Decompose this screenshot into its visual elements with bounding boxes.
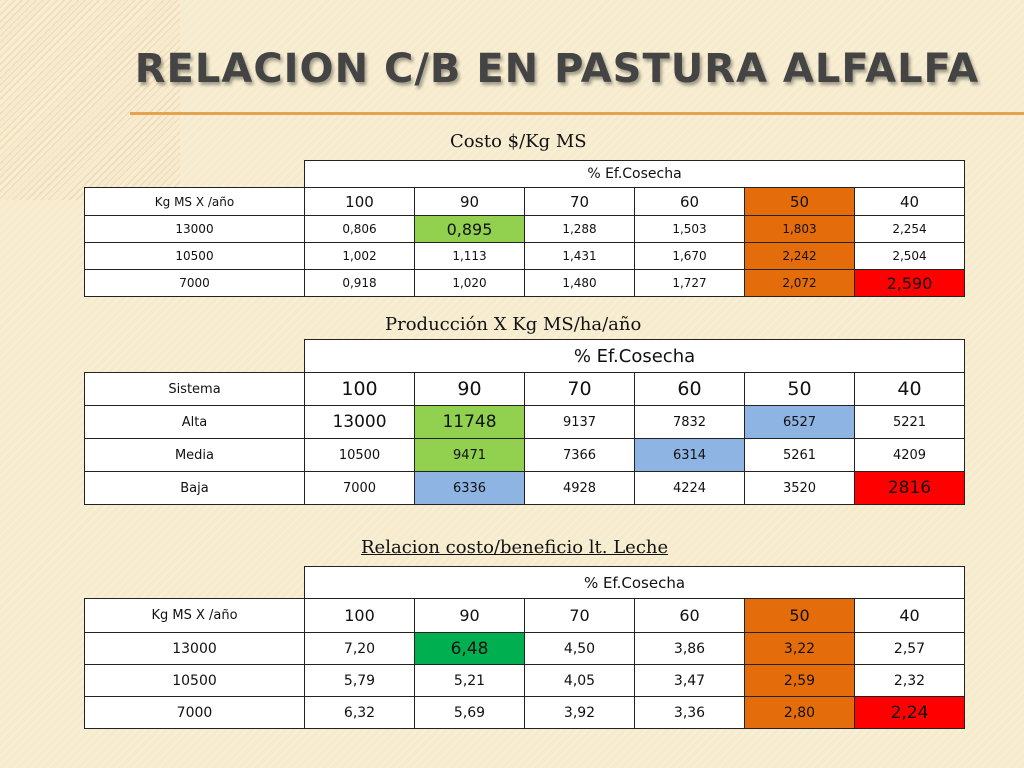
column-header: 70: [524, 598, 635, 633]
row-label: 7000: [84, 696, 305, 729]
slide-title: RELACION C/B EN PASTURA ALFALFA: [134, 46, 980, 92]
cost-table: % Ef.Cosecha Kg MS X /año 100 90 70 60 5…: [84, 160, 965, 297]
table-cell: 1,803: [744, 215, 855, 243]
table-cell: 2,80: [744, 696, 855, 729]
row-label: Alta: [84, 405, 305, 439]
table-cell: 4,50: [524, 632, 635, 665]
row-label: 7000: [84, 269, 305, 297]
row-label: Baja: [84, 471, 305, 505]
table-cell: 1,288: [524, 215, 635, 243]
column-header: 90: [414, 187, 525, 216]
table-cell: 7,20: [304, 632, 415, 665]
column-header: 90: [414, 598, 525, 633]
table-cell: 1,020: [414, 269, 525, 297]
column-header: 60: [634, 187, 745, 216]
table-cell: 5,69: [414, 696, 525, 729]
table-cell: 9471: [414, 438, 525, 472]
table-cell: 3,22: [744, 632, 855, 665]
table-cell: 7832: [634, 405, 745, 439]
column-header: 50: [744, 372, 855, 406]
blank-cell: [85, 340, 305, 373]
title-rule: [130, 112, 1024, 115]
table-cell: 2,59: [744, 664, 855, 697]
table-cell: 2,590: [854, 269, 965, 297]
column-header: 40: [854, 187, 965, 216]
table-cell: 9137: [524, 405, 635, 439]
table-cell: 2,242: [744, 242, 855, 270]
table-cell: 1,113: [414, 242, 525, 270]
table-cell: 1,431: [524, 242, 635, 270]
table-cell: 1,727: [634, 269, 745, 297]
table-cell: 10500: [304, 438, 415, 472]
table-cell: 5261: [744, 438, 855, 472]
table-cell: 5,21: [414, 664, 525, 697]
column-header: 60: [634, 372, 745, 406]
table-cell: 6,32: [304, 696, 415, 729]
table-cell: 1,002: [304, 242, 415, 270]
table-cell: 5,79: [304, 664, 415, 697]
row-label-header: Kg MS X /año: [84, 598, 305, 633]
table-cell: 6,48: [414, 632, 525, 665]
table-cell: 7000: [304, 471, 415, 505]
table-cell: 2816: [854, 471, 965, 505]
table-cell: 13000: [304, 405, 415, 439]
table-cell: 6527: [744, 405, 855, 439]
table-cell: 7366: [524, 438, 635, 472]
table-cell: 0,895: [414, 215, 525, 243]
table-cell: 1,480: [524, 269, 635, 297]
column-header: 70: [524, 372, 635, 406]
blank-cell: [85, 567, 305, 599]
table-cell: 1,670: [634, 242, 745, 270]
corner-decoration: [0, 0, 180, 200]
efficiency-header: % Ef.Cosecha: [304, 566, 965, 599]
table-cell: 6336: [414, 471, 525, 505]
table-cell: 0,806: [304, 215, 415, 243]
column-header: 50: [744, 598, 855, 633]
row-label-header: Sistema: [84, 372, 305, 406]
table-cell: 2,072: [744, 269, 855, 297]
table-cell: 6314: [634, 438, 745, 472]
production-table: % Ef.Cosecha Sistema 100 90 70 60 50 40 …: [84, 339, 965, 505]
table-cell: 3,92: [524, 696, 635, 729]
cost-benefit-table: % Ef.Cosecha Kg MS X /año 100 90 70 60 5…: [84, 566, 965, 729]
table-cell: 3,36: [634, 696, 745, 729]
row-label: 10500: [84, 242, 305, 270]
column-header: 60: [634, 598, 745, 633]
table-2-caption: Producción X Kg MS/ha/año: [385, 314, 642, 335]
table-cell: 2,254: [854, 215, 965, 243]
table-cell: 2,504: [854, 242, 965, 270]
column-header: 50: [744, 187, 855, 216]
table-cell: 4224: [634, 471, 745, 505]
row-label: 13000: [84, 215, 305, 243]
column-header: 40: [854, 372, 965, 406]
column-header: 40: [854, 598, 965, 633]
row-label: Media: [84, 438, 305, 472]
row-label: 10500: [84, 664, 305, 697]
table-cell: 3,47: [634, 664, 745, 697]
table-cell: 3,86: [634, 632, 745, 665]
table-cell: 2,57: [854, 632, 965, 665]
row-label-header: Kg MS X /año: [84, 187, 305, 216]
column-header: 70: [524, 187, 635, 216]
efficiency-header: % Ef.Cosecha: [304, 160, 965, 188]
table-1-caption: Costo $/Kg MS: [450, 131, 587, 152]
table-cell: 11748: [414, 405, 525, 439]
table-cell: 4209: [854, 438, 965, 472]
efficiency-header: % Ef.Cosecha: [304, 339, 965, 373]
table-cell: 5221: [854, 405, 965, 439]
table-3-caption: Relacion costo/beneficio lt. Leche: [361, 537, 669, 558]
column-header: 90: [414, 372, 525, 406]
table-cell: 2,24: [854, 696, 965, 729]
table-cell: 3520: [744, 471, 855, 505]
row-label: 13000: [84, 632, 305, 665]
blank-cell: [85, 161, 305, 188]
column-header: 100: [304, 187, 415, 216]
table-cell: 4,05: [524, 664, 635, 697]
table-cell: 0,918: [304, 269, 415, 297]
table-cell: 1,503: [634, 215, 745, 243]
column-header: 100: [304, 372, 415, 406]
table-cell: 2,32: [854, 664, 965, 697]
column-header: 100: [304, 598, 415, 633]
table-cell: 4928: [524, 471, 635, 505]
